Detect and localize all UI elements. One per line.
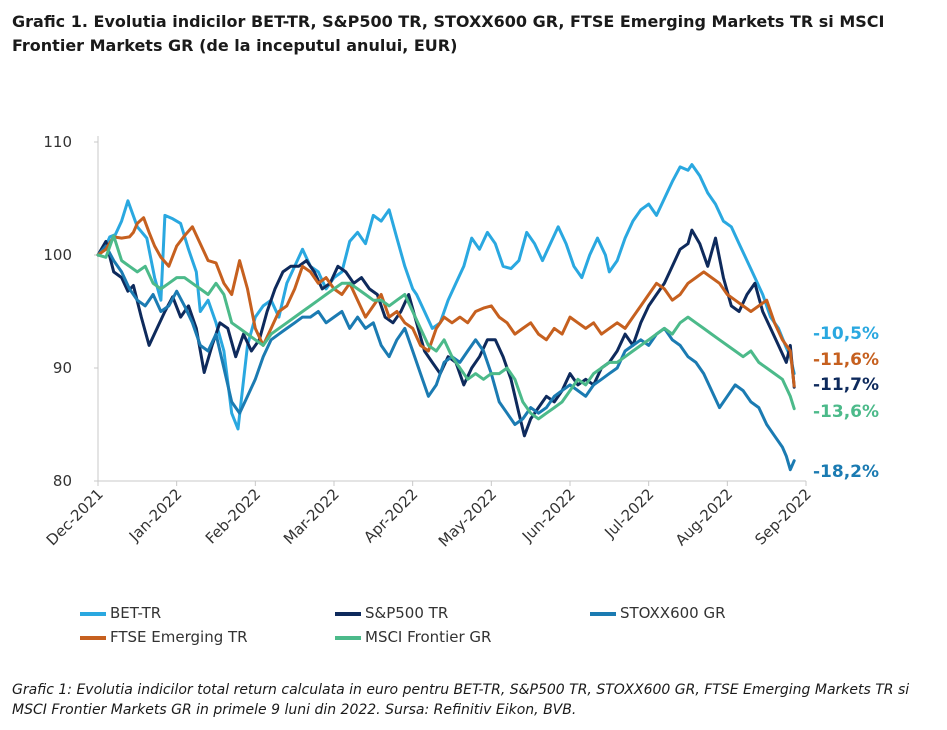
- x-tick-label: Feb-2022: [202, 485, 264, 547]
- y-tick-label: 110: [43, 133, 72, 151]
- legend-label: FTSE Emerging TR: [110, 628, 248, 646]
- y-tick-label: 90: [53, 359, 72, 377]
- series-line-ftse-emerging-tr: [96, 216, 796, 388]
- x-tick-label: Sep-2022: [751, 485, 815, 549]
- line-chart: 80 90 100 110 Dec-2021 Jan-2022 Feb-2022 Mar-20…: [43, 133, 879, 550]
- legend-item: MSCI Frontier GR: [335, 628, 491, 646]
- legend-item: S&P500 TR: [335, 604, 448, 622]
- series-line-msci-frontier-gr: [96, 234, 796, 421]
- end-value-label: -11,7%: [813, 375, 879, 395]
- chart-axes: 80 90 100 110 Dec-2021 Jan-2022 Feb-2022 Mar-20…: [43, 133, 815, 550]
- x-tick-label: Jun-2022: [518, 485, 579, 546]
- chart-lines: [96, 163, 796, 472]
- y-tick-label: 80: [53, 472, 72, 490]
- chart-end-labels: -10,5% -11,7% -18,2% -11,6% -13,6%: [813, 324, 879, 482]
- legend-item: BET-TR: [80, 604, 161, 622]
- legend-label: STOXX600 GR: [620, 604, 726, 622]
- x-tick-label: Jan-2022: [125, 485, 186, 546]
- end-value-label: -10,5%: [813, 324, 879, 344]
- end-value-label: -11,6%: [813, 350, 879, 370]
- x-tick-label: Aug-2022: [672, 485, 736, 549]
- legend-swatch: [335, 611, 361, 616]
- end-value-label: -18,2%: [813, 462, 879, 482]
- legend-item: STOXX600 GR: [590, 604, 726, 622]
- series-line-bet-tr: [96, 163, 796, 431]
- legend-label: BET-TR: [110, 604, 162, 622]
- legend-label: S&P500 TR: [365, 604, 449, 622]
- x-tick-label: Apr-2022: [360, 485, 421, 546]
- caption: Grafic 1: Evolutia indicilor total retur…: [12, 682, 910, 718]
- legend-swatch: [80, 635, 106, 640]
- chart-title: Grafic 1. Evolutia indicilor BET-TR, S&P…: [12, 12, 885, 55]
- legend-swatch: [590, 611, 616, 616]
- legend-swatch: [80, 611, 106, 616]
- legend-label: MSCI Frontier GR: [365, 628, 492, 646]
- legend-swatch: [335, 635, 361, 640]
- end-value-label: -13,6%: [813, 402, 879, 422]
- x-tick-label: Dec-2021: [43, 485, 107, 549]
- x-tick-label: Mar-2022: [280, 485, 343, 548]
- y-tick-label: 100: [43, 246, 72, 264]
- x-tick-label: May-2022: [435, 485, 500, 550]
- x-tick-label: Jul-2022: [600, 485, 657, 542]
- legend-item: FTSE Emerging TR: [80, 628, 248, 646]
- series-line-s-p500-tr: [96, 228, 796, 438]
